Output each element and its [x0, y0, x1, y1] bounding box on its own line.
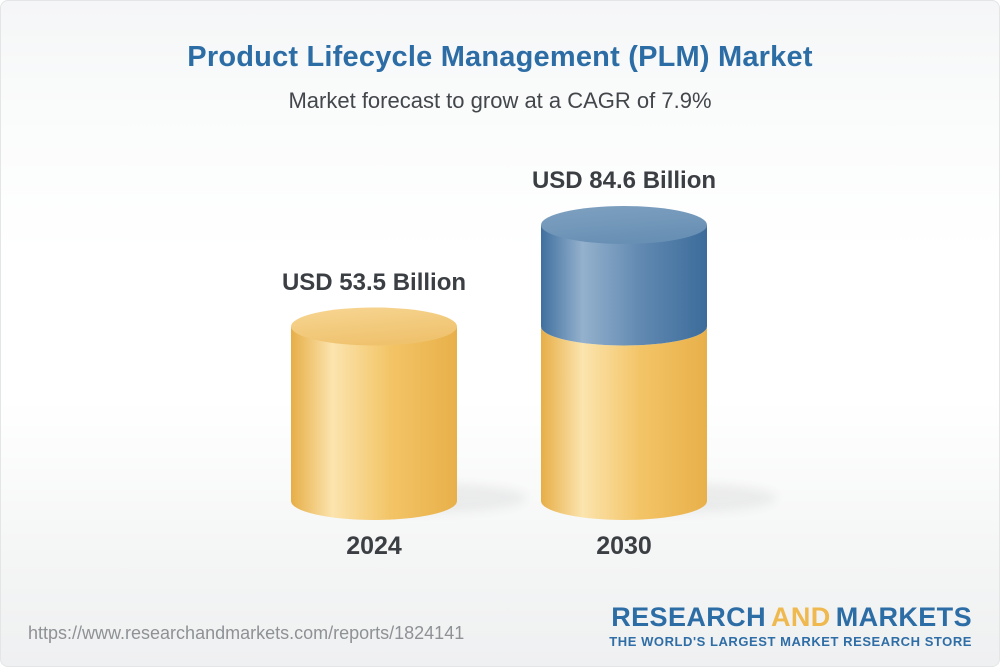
researchandmarkets-logo: RESEARCH AND MARKETS THE WORLD'S LARGEST M…	[609, 603, 972, 649]
logo-wordmark: RESEARCH AND MARKETS	[609, 603, 972, 631]
logo-tagline: THE WORLD'S LARGEST MARKET RESEARCH STOR…	[609, 634, 972, 649]
logo-word-markets: MARKETS	[835, 602, 972, 632]
chart-subtitle: Market forecast to grow at a CAGR of 7.9…	[288, 88, 712, 113]
logo-word-research: RESEARCH	[611, 602, 766, 632]
value-label-2024: USD 53.5 Billion	[281, 269, 467, 296]
chart-title: Product Lifecycle Management (PLM) Marke…	[187, 41, 813, 73]
x-tick-2024: 2024	[346, 532, 402, 560]
logo-word-and: AND	[770, 602, 831, 632]
x-tick-2030: 2030	[596, 532, 652, 560]
value-label-2030: USD 84.6 Billion	[531, 167, 717, 194]
report-url: https://www.researchandmarkets.com/repor…	[28, 623, 465, 643]
